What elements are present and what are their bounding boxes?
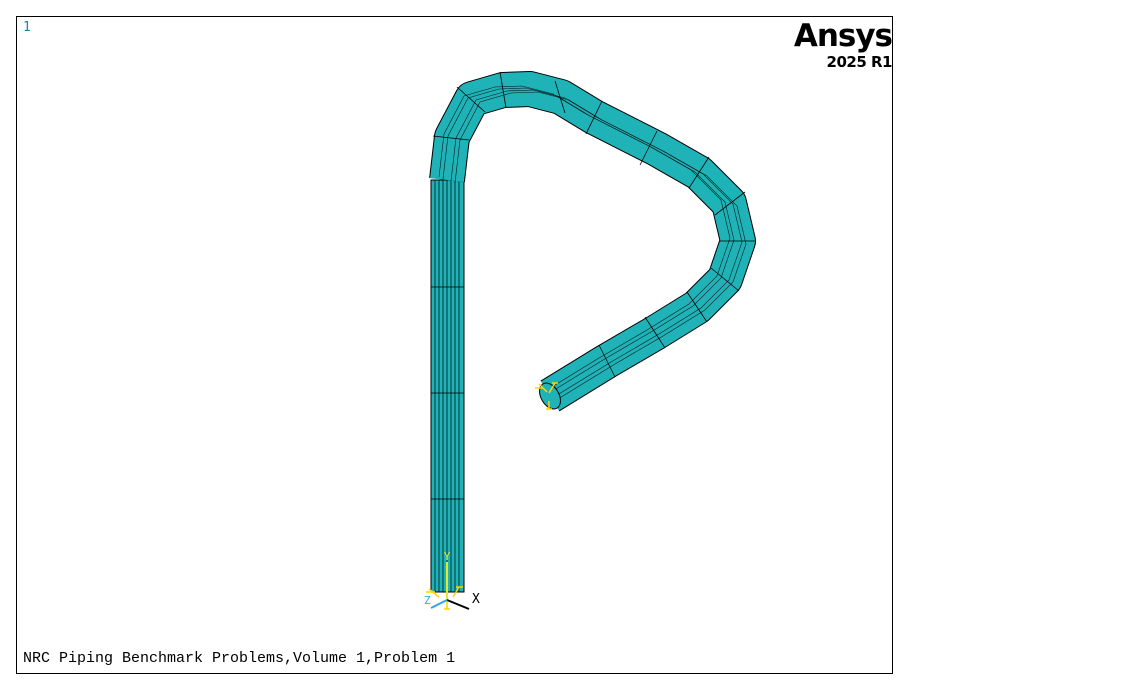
pipe-vertical-leg	[430, 179, 465, 593]
window-number: 1	[23, 20, 31, 35]
ansys-logo: Ansys 2025 R1	[793, 18, 893, 71]
coordinate-triad: Y X Z	[424, 550, 480, 610]
pipe-curved-section	[429, 71, 756, 412]
constraint-symbol-base	[426, 586, 463, 610]
triad-z-label: Z	[424, 594, 431, 607]
triad-x-label: X	[472, 592, 480, 607]
graphics-viewport[interactable]: 1 Ansys 2025 R1	[16, 16, 893, 674]
model-caption: NRC Piping Benchmark Problems,Volume 1,P…	[23, 650, 456, 667]
logo-brand: Ansys	[793, 18, 893, 54]
logo-version: 2025 R1	[826, 53, 893, 71]
triad-y-label: Y	[444, 550, 451, 563]
pipe-model: Y X Z	[424, 71, 756, 610]
constraint-symbol-end	[535, 382, 558, 410]
